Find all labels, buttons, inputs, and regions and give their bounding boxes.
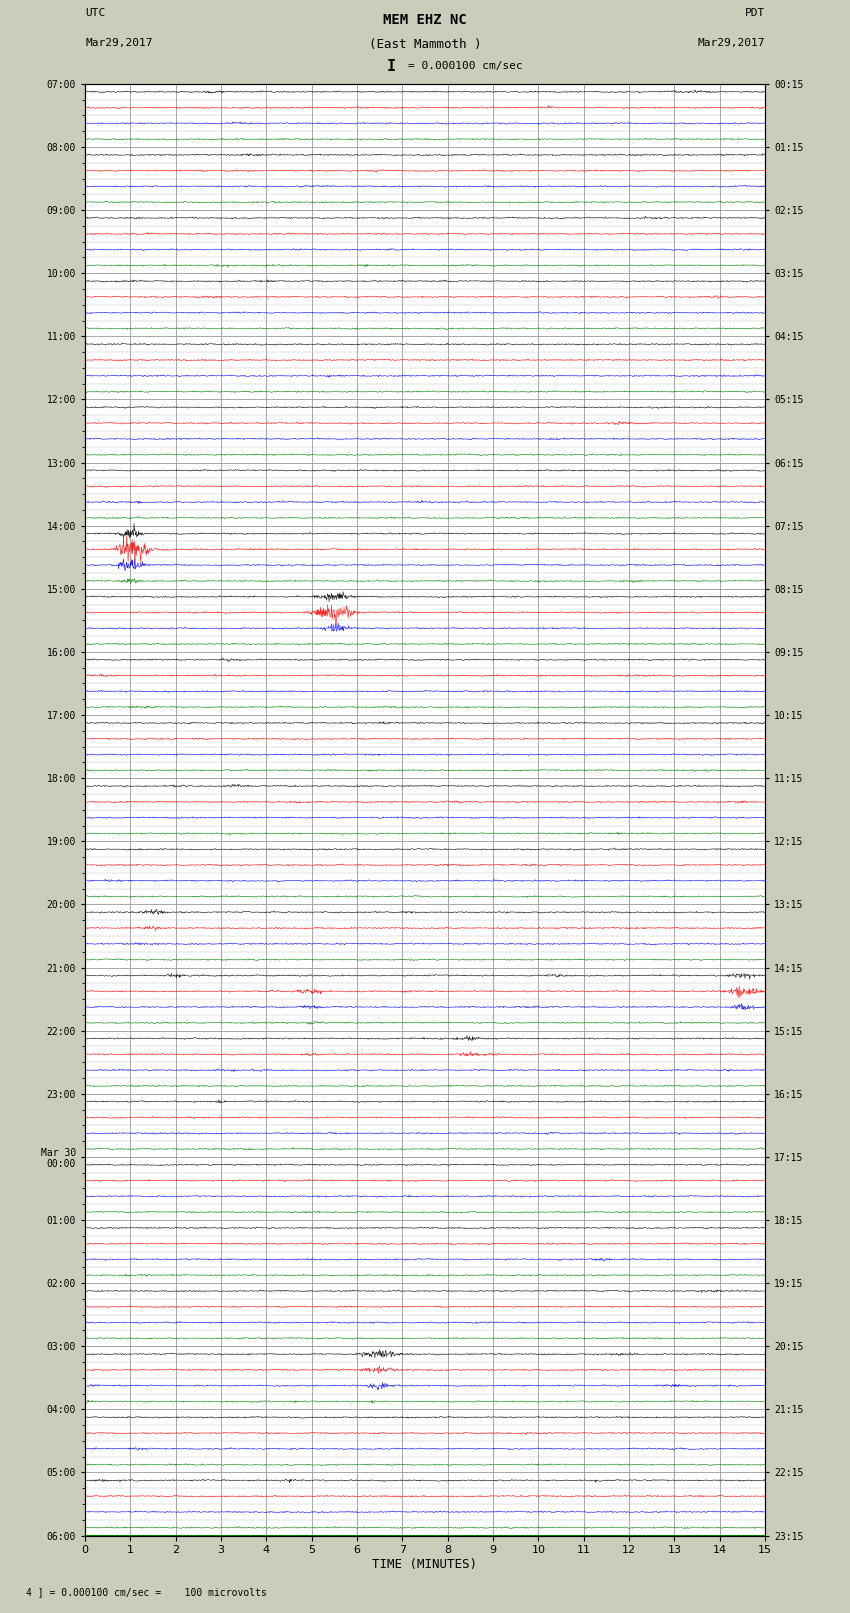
Text: MEM EHZ NC: MEM EHZ NC (383, 13, 467, 26)
Text: = 0.000100 cm/sec: = 0.000100 cm/sec (408, 61, 523, 71)
Text: 4 ] = 0.000100 cm/sec =    100 microvolts: 4 ] = 0.000100 cm/sec = 100 microvolts (26, 1587, 266, 1597)
Text: UTC: UTC (85, 8, 105, 18)
Text: PDT: PDT (745, 8, 765, 18)
Text: (East Mammoth ): (East Mammoth ) (369, 37, 481, 50)
Text: I: I (387, 58, 395, 74)
Text: Mar29,2017: Mar29,2017 (698, 37, 765, 48)
X-axis label: TIME (MINUTES): TIME (MINUTES) (372, 1558, 478, 1571)
Text: Mar29,2017: Mar29,2017 (85, 37, 152, 48)
